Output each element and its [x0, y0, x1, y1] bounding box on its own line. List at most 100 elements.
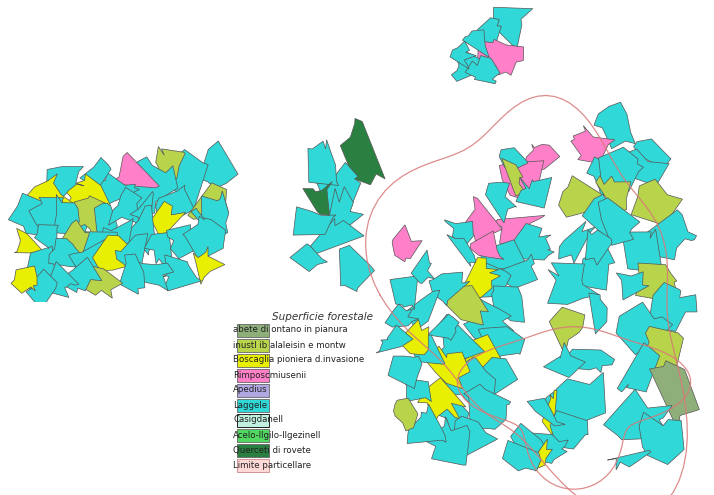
Polygon shape [639, 412, 684, 464]
Polygon shape [608, 450, 651, 470]
Polygon shape [633, 283, 697, 332]
Polygon shape [410, 335, 445, 364]
Polygon shape [542, 390, 557, 436]
Polygon shape [493, 7, 533, 48]
Polygon shape [403, 379, 431, 401]
Polygon shape [404, 290, 440, 332]
Polygon shape [589, 293, 607, 334]
Polygon shape [634, 326, 683, 379]
Polygon shape [633, 139, 671, 168]
Polygon shape [93, 235, 133, 271]
Polygon shape [156, 147, 185, 185]
Polygon shape [137, 262, 174, 291]
Polygon shape [94, 172, 139, 203]
Polygon shape [109, 187, 142, 225]
Polygon shape [69, 240, 114, 278]
Polygon shape [491, 254, 538, 289]
Polygon shape [392, 225, 422, 262]
Polygon shape [527, 398, 565, 426]
Polygon shape [293, 207, 336, 235]
Polygon shape [201, 191, 228, 239]
Polygon shape [144, 233, 173, 271]
Bar [237, 353, 269, 366]
Polygon shape [473, 261, 511, 301]
Polygon shape [328, 187, 363, 238]
Polygon shape [157, 255, 201, 291]
Polygon shape [193, 247, 225, 284]
Polygon shape [640, 210, 697, 260]
Polygon shape [492, 215, 545, 246]
Polygon shape [109, 152, 159, 188]
Polygon shape [21, 269, 57, 307]
Text: Rimposcmiusenii: Rimposcmiusenii [233, 370, 306, 380]
Polygon shape [62, 174, 111, 217]
Polygon shape [650, 361, 700, 425]
Text: Querceti di rovete: Querceti di rovete [233, 446, 311, 454]
Bar [237, 458, 269, 472]
Polygon shape [549, 307, 585, 355]
Polygon shape [19, 246, 55, 284]
Polygon shape [47, 167, 84, 203]
Bar [237, 413, 269, 427]
Polygon shape [623, 229, 662, 271]
Polygon shape [390, 276, 418, 310]
Polygon shape [84, 265, 123, 298]
Polygon shape [508, 423, 545, 457]
Bar [12, 302, 277, 470]
Polygon shape [516, 177, 552, 208]
Polygon shape [445, 220, 473, 250]
Polygon shape [441, 357, 496, 409]
Bar [237, 339, 269, 351]
Polygon shape [603, 389, 672, 448]
Polygon shape [171, 149, 208, 209]
Polygon shape [308, 140, 338, 186]
Polygon shape [453, 416, 498, 458]
Polygon shape [151, 201, 186, 241]
Bar [237, 398, 269, 411]
Polygon shape [398, 320, 429, 355]
Polygon shape [458, 335, 501, 381]
Polygon shape [101, 218, 134, 254]
Polygon shape [11, 266, 37, 293]
Polygon shape [545, 372, 605, 429]
Polygon shape [166, 225, 200, 259]
Polygon shape [25, 174, 74, 222]
Polygon shape [463, 384, 511, 429]
Polygon shape [124, 205, 156, 255]
Polygon shape [451, 51, 491, 81]
Polygon shape [511, 223, 554, 260]
Bar [237, 429, 269, 442]
Polygon shape [156, 185, 194, 220]
Polygon shape [499, 148, 528, 173]
Polygon shape [447, 235, 476, 266]
Polygon shape [376, 325, 413, 353]
Polygon shape [341, 118, 385, 185]
Polygon shape [521, 144, 560, 174]
Polygon shape [594, 102, 635, 149]
Polygon shape [478, 18, 503, 53]
Text: Boscaglia pioniera d.invasione: Boscaglia pioniera d.invasione [233, 355, 364, 364]
Polygon shape [339, 246, 374, 292]
Polygon shape [635, 263, 679, 303]
Text: Limite particellare: Limite particellare [233, 460, 311, 469]
Polygon shape [436, 392, 468, 433]
Polygon shape [492, 286, 525, 322]
Bar [237, 384, 269, 396]
Polygon shape [595, 176, 631, 212]
Polygon shape [29, 198, 65, 238]
Polygon shape [116, 234, 148, 277]
Polygon shape [585, 230, 612, 265]
Text: Apedius: Apedius [233, 386, 268, 395]
Polygon shape [388, 356, 422, 389]
Polygon shape [550, 410, 588, 449]
Text: Superficie forestale: Superficie forestale [272, 312, 373, 322]
Polygon shape [531, 439, 553, 471]
Polygon shape [393, 398, 418, 431]
Polygon shape [486, 182, 517, 223]
Polygon shape [450, 41, 476, 69]
Polygon shape [548, 263, 599, 304]
Polygon shape [618, 343, 660, 392]
Polygon shape [478, 327, 525, 361]
Polygon shape [94, 203, 117, 236]
Polygon shape [423, 417, 470, 465]
